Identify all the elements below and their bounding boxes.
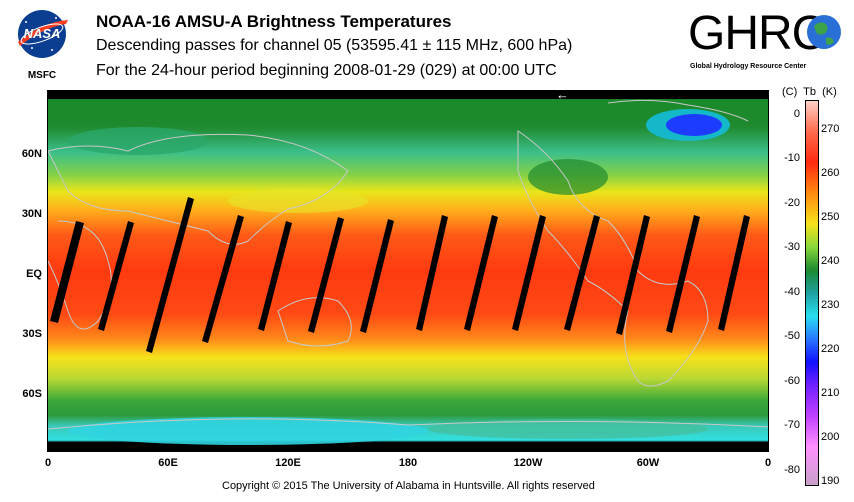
kelvin-tick: 190 xyxy=(821,475,840,487)
kelvin-tick: 220 xyxy=(821,343,840,355)
kelvin-tick: 230 xyxy=(821,299,840,311)
kelvin-tick: 270 xyxy=(821,123,840,135)
lat-label-60n: 60N xyxy=(21,148,42,160)
celsius-tick: -20 xyxy=(784,197,800,209)
celsius-tick: -80 xyxy=(784,464,800,476)
globe-icon xyxy=(807,15,841,49)
celsius-tick: -70 xyxy=(784,419,800,431)
ghrc-logo-text: GHRC xyxy=(688,7,826,60)
colorbar-header: (C) Tb (K) xyxy=(782,86,837,98)
lat-label-30n: 30N xyxy=(21,208,42,220)
map-graphic xyxy=(48,91,768,451)
kelvin-tick: 250 xyxy=(821,211,840,223)
lon-label-60w: 60W xyxy=(636,457,660,469)
page-title: NOAA-16 AMSU-A Brightness Temperatures xyxy=(96,12,452,31)
brightness-map: ← xyxy=(48,91,768,451)
lon-label-0-left: 0 xyxy=(44,457,52,469)
subtitle-period: For the 24-hour period beginning 2008-01… xyxy=(96,62,557,79)
kelvin-tick: 260 xyxy=(821,167,840,179)
kelvin-tick: 240 xyxy=(821,255,840,267)
msfc-caption: MSFC xyxy=(27,70,57,81)
celsius-tick: -10 xyxy=(784,152,800,164)
colorbar xyxy=(805,100,819,486)
nasa-logo-text: NASA xyxy=(23,26,61,41)
lat-label-30s: 30S xyxy=(22,328,42,340)
celsius-tick: 0 xyxy=(793,108,800,120)
lat-label-eq: EQ xyxy=(26,268,42,280)
celsius-tick: -60 xyxy=(784,375,800,387)
lon-label-120e: 120E xyxy=(275,457,301,469)
kelvin-tick: 200 xyxy=(821,431,840,443)
ghrc-logo: GHRC Global Hydrology Resource Center xyxy=(686,6,850,76)
lon-label-120w: 120W xyxy=(513,457,543,469)
subtitle-channel: Descending passes for channel 05 (53595.… xyxy=(96,37,573,54)
lon-label-0-right: 0 xyxy=(764,457,772,469)
map-frame xyxy=(47,90,769,452)
celsius-tick: -50 xyxy=(784,330,800,342)
kelvin-tick: 210 xyxy=(821,387,840,399)
copyright-footer: Copyright © 2015 The University of Alaba… xyxy=(222,480,595,492)
ghrc-caption: Global Hydrology Resource Center xyxy=(690,63,807,70)
nasa-logo: NASA MSFC xyxy=(12,8,72,81)
colorbar-ticks: 0 -10 -20 -30 -40 -50 -60 -70 -80 270 26… xyxy=(776,96,854,488)
celsius-tick: -40 xyxy=(784,286,800,298)
lon-label-180: 180 xyxy=(398,457,418,469)
lon-label-60e: 60E xyxy=(158,457,178,469)
swath-gaps xyxy=(50,197,750,353)
lat-label-60s: 60S xyxy=(22,388,42,400)
direction-arrow-icon: ← xyxy=(556,91,569,102)
celsius-tick: -30 xyxy=(784,241,800,253)
